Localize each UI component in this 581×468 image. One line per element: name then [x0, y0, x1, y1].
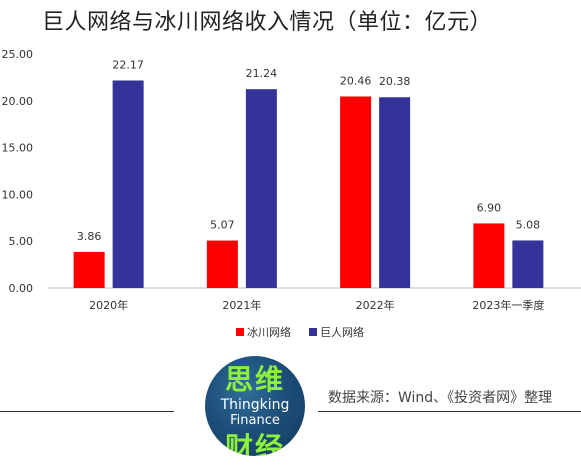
bar-value-label: 21.24	[246, 67, 278, 80]
x-tick-label: 2020年	[89, 298, 128, 312]
x-tick-label: 2022年	[356, 298, 395, 312]
bar-series-a	[473, 223, 505, 288]
logo-text-thingking: Thingking	[220, 397, 290, 413]
legend-label: 巨人网络	[320, 325, 364, 339]
chart: 0.00 5.00 10.00 15.00 20.00 25.00 3.86 22.17 202…	[2, 48, 581, 339]
source-note: 数据来源：Wind、《投资者网》整理	[328, 390, 553, 406]
bar-series-a	[73, 251, 105, 288]
brand-logo: 思维 Thingking Finance 财经	[205, 356, 305, 456]
y-tick-label: 5.00	[9, 235, 34, 248]
chart-title: 巨人网络与冰川网络收入情况（单位：亿元）	[42, 10, 493, 35]
logo-text-finance: Finance	[230, 413, 280, 428]
legend-swatch	[236, 328, 244, 336]
bar-value-label: 20.46	[340, 74, 372, 87]
y-tick-label: 0.00	[9, 282, 34, 295]
y-tick-label: 20.00	[2, 95, 34, 108]
bar-value-label: 22.17	[112, 58, 144, 71]
divider-right	[318, 411, 581, 412]
divider-left	[0, 411, 174, 412]
bar-series-b	[512, 240, 544, 288]
x-tick-label: 2021年	[222, 298, 261, 312]
logo-text-top: 思维	[224, 363, 285, 396]
legend-label: 冰川网络	[247, 325, 291, 339]
legend-swatch	[309, 328, 317, 336]
logo-text-bottom: 财经	[224, 431, 285, 456]
x-tick-label: 2023年一季度	[472, 298, 544, 312]
bar-series-a	[340, 96, 372, 288]
bar-series-b	[379, 97, 411, 289]
bar-value-label: 3.86	[77, 230, 102, 243]
y-tick-label: 10.00	[2, 188, 34, 201]
bar-series-b	[245, 89, 277, 288]
bar-series-b	[112, 80, 144, 288]
bar-value-label: 6.90	[477, 201, 502, 214]
bar-series-a	[206, 240, 238, 288]
y-tick-label: 25.00	[2, 48, 34, 61]
bar-value-label: 5.08	[516, 218, 541, 231]
y-tick-label: 15.00	[2, 142, 34, 155]
bar-value-label: 20.38	[379, 75, 411, 88]
bar-value-label: 5.07	[210, 219, 235, 232]
